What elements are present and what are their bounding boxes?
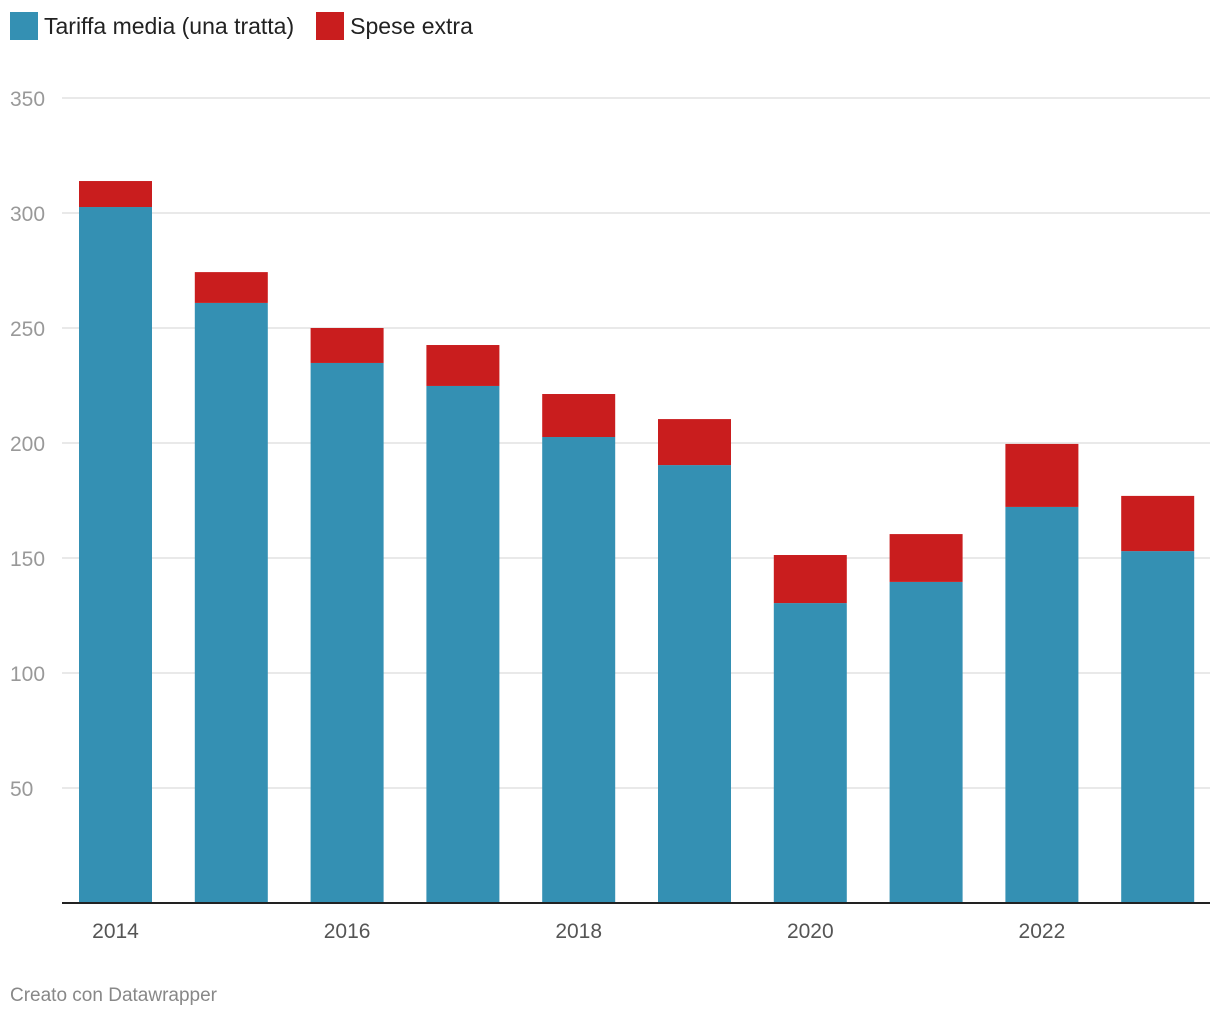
- legend-item-tariffa: Tariffa media (una tratta): [10, 12, 294, 40]
- bar-spese-2018: [542, 394, 616, 438]
- bar-spese-2022: [1005, 443, 1079, 507]
- bar-tariffa-2019: [658, 465, 731, 903]
- bar-spese-2023: [1121, 495, 1195, 552]
- x-tick-label: 2020: [787, 920, 834, 943]
- y-tick-label: 200: [10, 433, 45, 456]
- y-tick-label: 150: [10, 548, 45, 571]
- y-tick-label: 350: [10, 88, 45, 111]
- legend: Tariffa media (una tratta) Spese extra: [10, 12, 495, 40]
- bar-tariffa-2015: [194, 302, 268, 903]
- footer-credit: Creato con Datawrapper: [10, 985, 217, 1006]
- legend-swatch-red: [316, 12, 345, 40]
- bar-tariffa-2022: [1005, 506, 1079, 903]
- x-tick-label: 2014: [92, 920, 139, 943]
- bar-tariffa-2014: [79, 207, 152, 903]
- x-tick-label: 2018: [555, 920, 602, 943]
- x-tick-label: 2022: [1019, 920, 1066, 943]
- x-tick-label: 2016: [324, 920, 371, 943]
- y-tick-label: 250: [10, 318, 45, 341]
- bar-tariffa-2020: [773, 603, 847, 903]
- bar-tariffa-2023: [1121, 551, 1195, 903]
- bar-tariffa-2018: [542, 437, 616, 903]
- y-tick-label: 100: [10, 663, 45, 686]
- bar-spese-2015: [194, 272, 268, 303]
- bar-spese-2020: [773, 555, 847, 604]
- bar-spese-2014: [79, 181, 152, 208]
- legend-label: Spese extra: [350, 12, 473, 39]
- y-tick-label: 50: [10, 778, 33, 801]
- bar-tariffa-2016: [310, 362, 384, 904]
- bar-spese-2021: [889, 534, 963, 582]
- legend-item-spese: Spese extra: [316, 12, 473, 40]
- bar-spese-2016: [310, 328, 384, 363]
- bar-tariffa-2017: [426, 385, 500, 904]
- bar-tariffa-2021: [889, 581, 963, 903]
- legend-swatch-blue: [10, 12, 38, 40]
- y-tick-label: 300: [10, 203, 45, 226]
- bar-spese-2019: [658, 419, 731, 466]
- legend-label: Tariffa media (una tratta): [44, 12, 295, 39]
- bar-spese-2017: [426, 345, 500, 386]
